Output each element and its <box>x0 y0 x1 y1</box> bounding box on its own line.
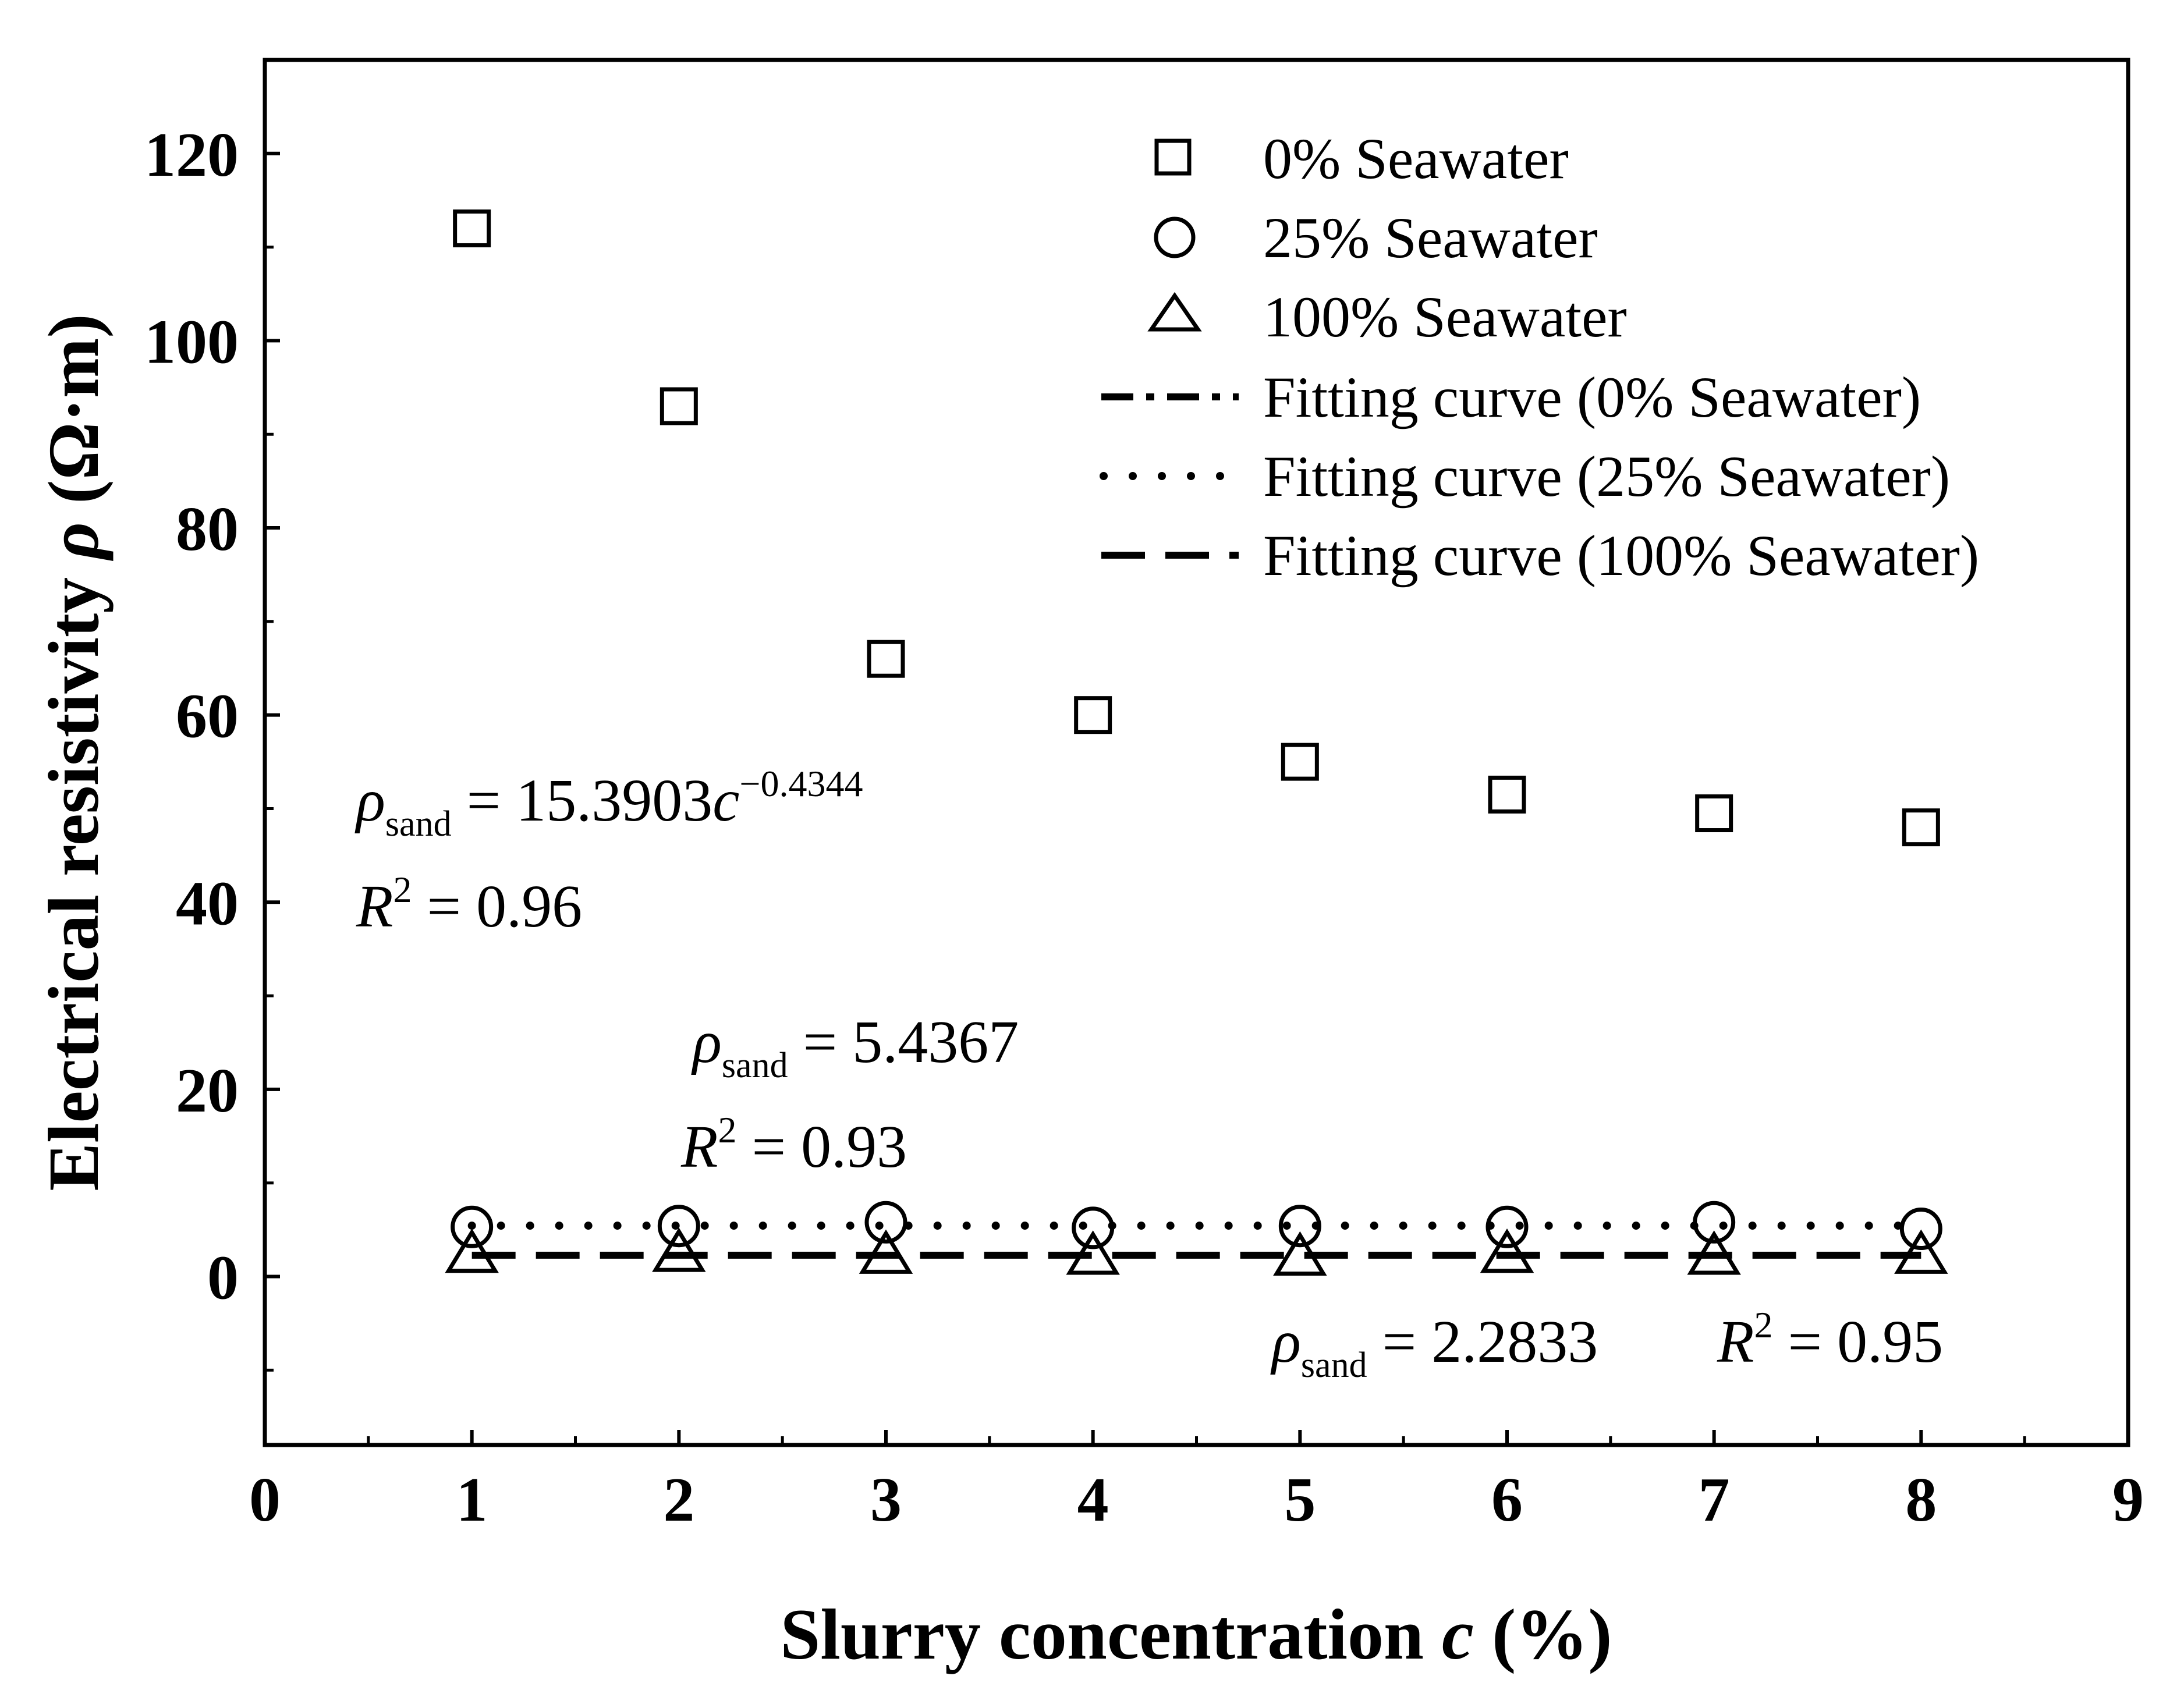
data-point-square <box>1695 794 1733 833</box>
data-point-circle <box>1693 1201 1736 1244</box>
data-point-circle <box>451 1205 494 1248</box>
x-tick-label: 6 <box>1491 1465 1523 1535</box>
legend-marker-circle <box>1154 216 1196 258</box>
annotation-fit-0-r2: R2 = 0.96 <box>356 869 582 940</box>
y-tick-label: 120 <box>144 120 239 190</box>
y-tick-labels: 0 20 40 60 80 100 120 <box>144 120 239 1313</box>
markers <box>445 209 1948 1276</box>
x-tick-label: 3 <box>870 1465 902 1535</box>
y-tick-label: 80 <box>176 495 239 564</box>
legend-label-25-seawater: 25% Seawater <box>1263 205 1598 270</box>
data-point-square <box>453 209 491 247</box>
x-tick-label: 2 <box>663 1465 694 1535</box>
legend-marker-triangle <box>1147 292 1202 332</box>
x-axis-title: Slurry concentration c (%) <box>780 1595 1612 1674</box>
x-tick-label: 7 <box>1699 1465 1730 1535</box>
data-point-square <box>1902 808 1940 847</box>
data-point-square <box>1074 696 1112 734</box>
y-tick-label: 20 <box>176 1056 239 1126</box>
x-tick-label: 1 <box>456 1465 488 1535</box>
x-tick-label: 8 <box>1905 1465 1937 1535</box>
ticks <box>265 58 2026 1445</box>
y-tick-label: 40 <box>176 869 239 938</box>
legend-label-100-seawater: 100% Seawater <box>1263 285 1627 349</box>
y-tick-label: 100 <box>144 307 239 377</box>
y-axis-title: Electrical resistivity ρ (Ω·m) <box>34 314 114 1191</box>
annotation-fit-25-equation: ρsand = 5.4367 <box>691 1009 1019 1085</box>
legend: 0% Seawater 25% Seawater 100% Seawater F… <box>1100 126 1979 588</box>
annotation-fit-25-r2: R2 = 0.93 <box>680 1109 907 1180</box>
data-point-triangle <box>652 1227 706 1272</box>
data-point-circle <box>1278 1205 1321 1248</box>
data-point-circle <box>864 1201 907 1244</box>
plot-frame <box>263 58 2130 1447</box>
data-point-triangle <box>1273 1231 1327 1276</box>
x-tick-label: 5 <box>1284 1465 1316 1535</box>
x-tick-label: 4 <box>1077 1465 1109 1535</box>
x-tick-labels: 0 1 2 3 4 5 6 7 8 9 <box>249 1465 2144 1535</box>
data-point-triangle <box>1687 1230 1741 1275</box>
data-point-circle <box>1485 1205 1529 1248</box>
data-point-square <box>867 640 905 678</box>
legend-label-fit-0: Fitting curve (0% Seawater) <box>1263 365 1921 429</box>
legend-label-fit-100: Fitting curve (100% Seawater) <box>1263 523 1979 588</box>
data-point-circle <box>1899 1208 1942 1251</box>
annotation-fit-0-equation: ρsand = 15.3903c−0.4344 <box>354 763 863 844</box>
data-point-triangle <box>445 1228 499 1273</box>
legend-label-fit-25: Fitting curve (25% Seawater) <box>1263 444 1950 509</box>
legend-marker-square <box>1154 139 1192 176</box>
fit-lines <box>467 1222 1926 1259</box>
data-point-circle <box>657 1205 700 1248</box>
data-point-square <box>660 387 698 425</box>
x-tick-label: 0 <box>249 1465 281 1535</box>
y-tick-label: 60 <box>176 682 239 751</box>
data-point-square <box>1488 775 1526 814</box>
data-point-square <box>1281 743 1319 781</box>
annotation-fit-100-equation: ρsand = 2.2833 <box>1270 1308 1598 1385</box>
data-point-circle <box>1072 1206 1115 1249</box>
annotation-fit-100-r2: R2 = 0.95 <box>1717 1304 1943 1375</box>
data-point-triangle <box>1480 1228 1534 1273</box>
x-tick-label: 9 <box>2112 1465 2144 1535</box>
legend-label-0-seawater: 0% Seawater <box>1263 126 1569 191</box>
y-tick-label: 0 <box>207 1244 239 1313</box>
data-point-triangle <box>1894 1229 1948 1274</box>
data-point-triangle <box>859 1229 913 1274</box>
data-point-triangle <box>1066 1230 1120 1275</box>
